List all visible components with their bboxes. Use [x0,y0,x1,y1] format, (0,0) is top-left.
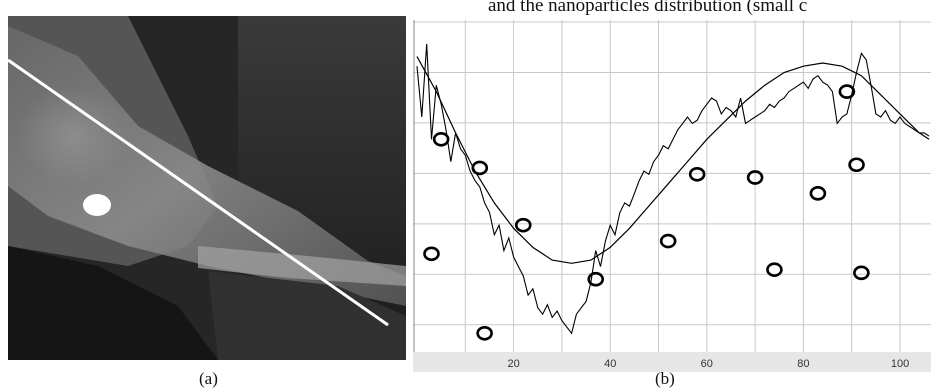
nanoparticle-marker [853,265,870,281]
x-axis-bar [413,352,931,372]
fit-curve [416,56,930,264]
micrograph-image [8,16,406,360]
caption-fragment: and the nanoparticles distribution (smal… [488,0,808,16]
nanoparticle-marker [766,262,783,277]
caption-a: (a) [199,369,218,388]
profile-chart: 20 40 60 80 100 [413,20,931,372]
caption-b: (b) [655,369,675,388]
profile-line [8,58,389,327]
plot-area [413,20,931,352]
x-tick-label: 100 [891,358,909,370]
nanoparticle-marker [471,160,489,176]
nanoparticle-marker [659,233,677,249]
nanoparticle-marker [838,84,856,99]
nanoparticle-marker [476,325,493,341]
x-tick-label: 40 [604,358,616,370]
x-tick-label: 20 [507,358,519,370]
nanoparticle-marker [688,166,706,182]
bright-spot [83,194,111,216]
nanoparticle-marker [514,217,532,233]
x-tick-label: 80 [797,358,809,370]
nanoparticle-marker [746,170,764,185]
nanoparticle-marker [423,246,440,262]
nanoparticle-marker [432,132,450,147]
intensity-profile [416,43,930,335]
nanoparticle-marker [809,186,827,201]
nanoparticle-marker [848,157,865,173]
x-tick-label: 60 [701,358,713,370]
nanoparticle-marker [587,271,605,287]
